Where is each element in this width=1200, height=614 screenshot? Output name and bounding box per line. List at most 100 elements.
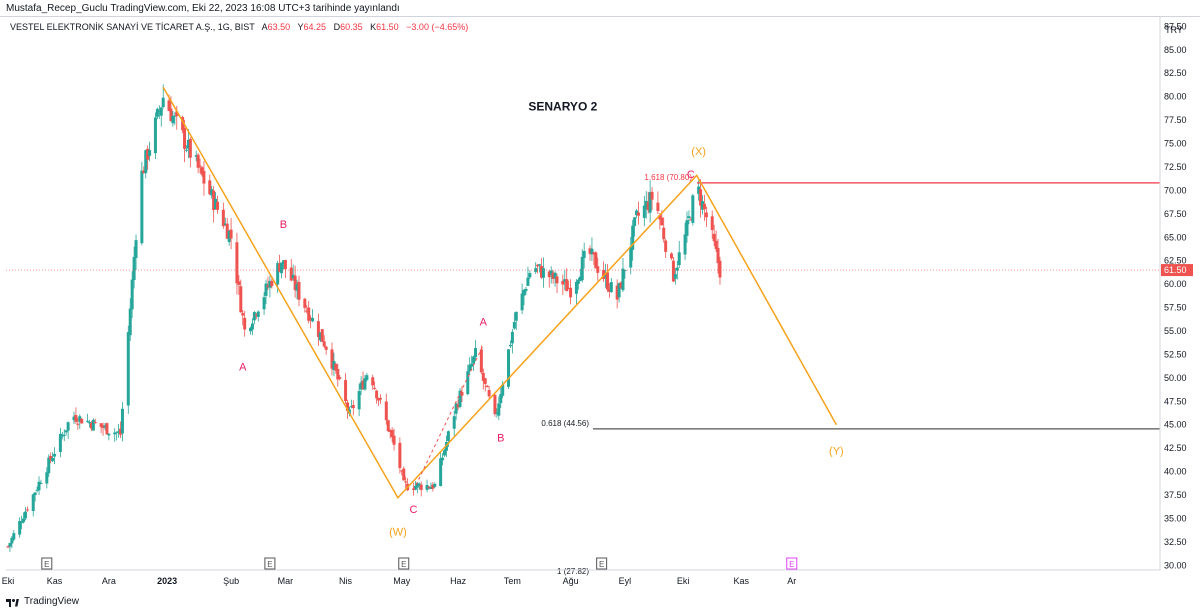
candle-body: [33, 492, 37, 496]
price-tick-label: 47.50: [1164, 396, 1187, 406]
candle: [117, 423, 121, 438]
candle-body: [497, 403, 501, 416]
candle: [351, 400, 355, 416]
time-tick-label: Haz: [450, 576, 467, 586]
time-tick-label: Eki: [2, 576, 15, 586]
candle: [23, 507, 27, 521]
candle-body: [604, 274, 608, 278]
candle: [250, 318, 254, 336]
candle-body: [227, 230, 231, 242]
candle: [78, 414, 82, 429]
elliott-wave-path: [162, 86, 838, 500]
candle: [404, 476, 408, 490]
candle: [495, 408, 499, 418]
wave-label: (W): [389, 526, 407, 538]
candle: [567, 280, 571, 290]
candle: [507, 349, 511, 389]
candle: [305, 305, 309, 314]
candle: [691, 193, 695, 226]
candle: [184, 145, 188, 153]
candle: [499, 388, 503, 409]
candle: [303, 297, 307, 313]
earnings-marker: [786, 557, 798, 570]
candle-body: [404, 481, 408, 483]
price-tick-label: 85.00: [1164, 45, 1187, 55]
scenario-title: SENARYO 2: [528, 100, 597, 114]
candle: [80, 418, 84, 424]
candle-body: [119, 428, 123, 435]
candle-body: [264, 283, 268, 296]
price-tick-label: 60.00: [1164, 279, 1187, 289]
candle: [675, 260, 679, 280]
candle: [237, 275, 241, 295]
candle: [336, 363, 340, 387]
candle-body: [115, 432, 119, 434]
candle: [212, 186, 216, 223]
candle-body: [633, 217, 637, 227]
candle-body: [216, 201, 220, 210]
candle-body: [697, 186, 701, 194]
candle: [76, 417, 80, 430]
candle-body: [270, 280, 274, 287]
high-label: Y: [297, 22, 304, 32]
candle: [538, 263, 542, 273]
candle: [580, 249, 584, 283]
candle-body: [289, 267, 293, 281]
candle-body: [671, 260, 675, 282]
last-price-tag: [1161, 264, 1193, 277]
candle-body: [433, 483, 437, 487]
candle-body: [47, 457, 51, 474]
candle: [687, 210, 691, 225]
candle-body: [18, 520, 22, 535]
candle-body: [293, 275, 297, 291]
candle-body: [470, 363, 474, 367]
candle: [458, 388, 462, 409]
candle-body: [101, 425, 105, 428]
candle: [35, 486, 39, 493]
time-tick-label: Ara: [102, 576, 116, 586]
price-axis[interactable]: TRY 30.00 32.50 35.00 37.50 40.00 42.50 45.00 47…: [1159, 17, 1193, 570]
candle-body: [357, 391, 361, 410]
candle: [134, 234, 138, 271]
candle-body: [235, 242, 239, 284]
candle-body: [295, 284, 299, 291]
fib-1618-label: 1.618 (70.80): [644, 173, 692, 182]
candle-body: [132, 256, 136, 281]
candle: [685, 211, 689, 243]
candle-body: [629, 246, 633, 268]
candle-body: [322, 341, 326, 347]
candle-body: [183, 128, 187, 149]
wave-label: C: [687, 169, 695, 181]
candle-body: [128, 308, 132, 336]
candle: [66, 421, 70, 439]
candle-body: [58, 433, 62, 452]
earnings-marker-label: E: [44, 560, 49, 569]
candle-body: [392, 435, 396, 445]
symbol-name[interactable]: VESTEL ELEKTRONİK SANAYİ VE TİCARET A.Ş.…: [10, 22, 255, 32]
candle-body: [45, 472, 49, 484]
candle-body: [377, 398, 381, 401]
candle-body: [615, 285, 619, 300]
candle-body: [388, 430, 392, 433]
tradingview-footer: TradingView: [6, 596, 79, 607]
candle: [386, 419, 390, 433]
candle-body: [541, 268, 545, 278]
candle-body: [699, 189, 703, 206]
candle: [470, 355, 474, 370]
last-price-value: 61.50: [1164, 265, 1187, 275]
candle: [181, 115, 185, 134]
wave-label: (Y): [829, 446, 844, 458]
candle: [375, 389, 379, 404]
price-tick-label: 65.00: [1164, 232, 1187, 242]
candle: [431, 482, 435, 492]
candle: [278, 254, 282, 273]
candle-body: [637, 212, 640, 216]
candle: [132, 246, 136, 289]
time-axis[interactable]: Eki Kas Ara 2023 Şub Mar Nis May Haz Tem Ağu Eyl Eki…: [2, 569, 1160, 586]
candle-body: [142, 170, 146, 174]
candle: [186, 128, 190, 159]
price-tick-label: 32.50: [1164, 537, 1187, 547]
candle: [563, 270, 567, 291]
